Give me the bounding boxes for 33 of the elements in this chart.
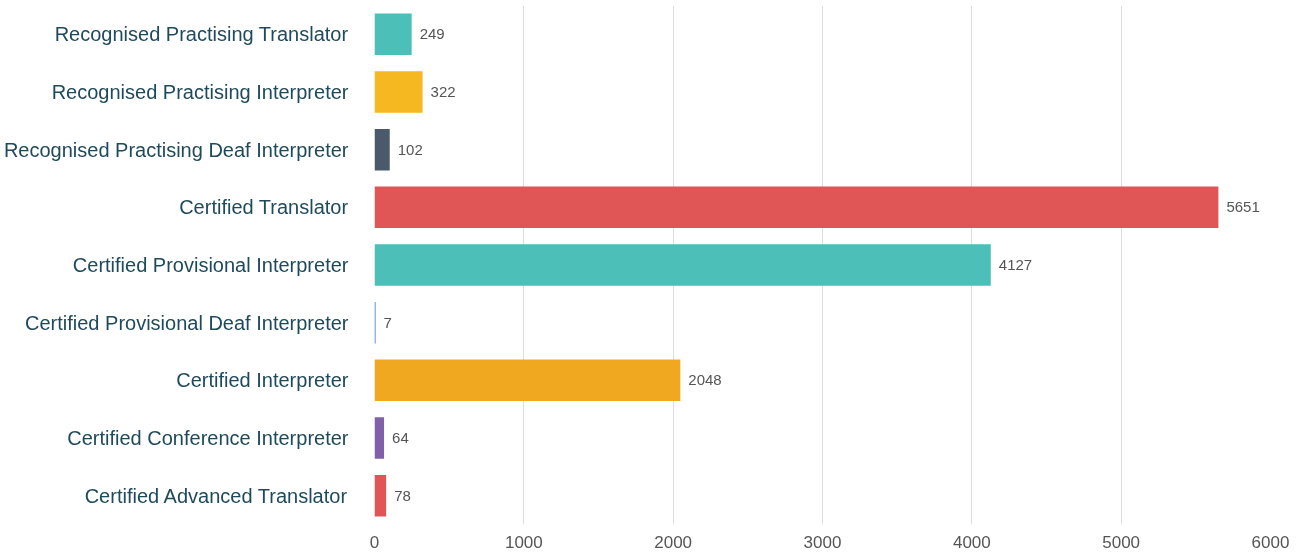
data-label: 78 (394, 486, 411, 504)
y-tick-label: Certified Interpreter (176, 369, 349, 392)
bar (374, 13, 412, 56)
data-label: 64 (392, 429, 409, 446)
bar (374, 474, 387, 517)
bar (374, 417, 385, 459)
y-tick-label: Recognised Practising Interpreter (51, 81, 349, 103)
data-label: 2048 (688, 371, 722, 389)
data-label: 102 (397, 140, 423, 158)
x-tick-label: 1000 (504, 532, 543, 552)
y-tick-label: Certified Translator (179, 196, 349, 219)
x-tick-label: 4000 (952, 532, 991, 552)
y-tick-label: Certified Provisional Deaf Interpreter (25, 311, 349, 334)
data-label: 249 (419, 25, 445, 43)
data-label: 5651 (1226, 198, 1260, 216)
bar (374, 128, 390, 171)
x-tick-label: 5000 (1102, 532, 1141, 552)
bar (374, 71, 423, 113)
data-label: 7 (383, 313, 392, 331)
bar (374, 186, 1219, 229)
x-tick-label: 3000 (803, 532, 842, 552)
y-tick-label: Certified Advanced Translator (84, 484, 348, 507)
x-tick-label: 2000 (654, 532, 693, 552)
x-tick-label: 0 (369, 532, 380, 552)
y-tick-label: Recognised Practising Translator (54, 23, 349, 46)
data-label: 322 (430, 83, 456, 100)
data-label: 4127 (998, 256, 1033, 273)
bar (374, 359, 681, 402)
y-tick-label: Recognised Practising Deaf Interpreter (3, 138, 349, 161)
y-tick-label: Certified Conference Interpreter (67, 427, 349, 449)
y-tick-label: Certified Provisional Interpreter (72, 254, 349, 276)
x-tick-label: 6000 (1251, 532, 1290, 552)
bar (374, 244, 991, 286)
